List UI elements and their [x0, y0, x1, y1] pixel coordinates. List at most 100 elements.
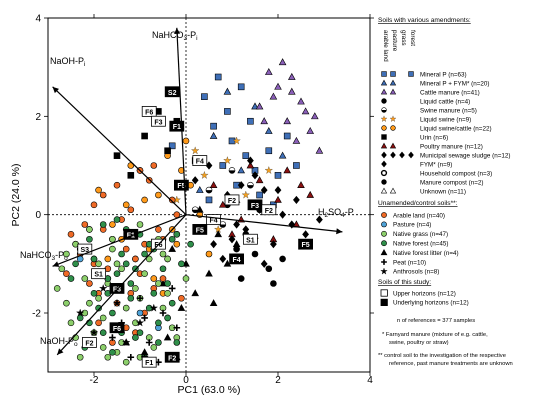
study-point-text: S2	[168, 90, 177, 97]
legend-footnote-fym-line1: * Farnyard manure (mixture of e.g. cattl…	[382, 332, 488, 338]
data-point-s0-19	[293, 162, 300, 169]
data-point-s2-9	[292, 136, 301, 144]
data-point-s2-4	[274, 82, 282, 90]
data-point-s17-5	[155, 319, 162, 327]
data-point-s14-26	[113, 181, 121, 189]
legend-marker-r13c0	[380, 187, 388, 194]
data-point-s17-0	[141, 250, 148, 258]
data-point-s17-17	[173, 339, 181, 346]
data-point-s17-43	[173, 231, 181, 238]
study-point-text: F4	[233, 257, 241, 264]
data-point-s5-7	[191, 146, 200, 155]
legend-title-amendments: Soils with various amendments:	[378, 17, 471, 24]
data-point-s9-3	[219, 254, 227, 263]
y-tick-label-1: 2	[35, 112, 41, 123]
data-point-s17-8	[178, 260, 185, 268]
data-point-s16-1	[99, 314, 107, 322]
data-point-s0-17	[214, 73, 222, 81]
data-point-s16-13	[95, 260, 102, 268]
data-point-s16-39	[63, 250, 70, 258]
data-point-s17-31	[99, 329, 107, 336]
data-point-s2-8	[278, 58, 287, 66]
data-point-s0-11	[256, 191, 263, 199]
study-point-box	[192, 224, 208, 235]
legend-marker-r9c3	[408, 151, 414, 159]
study-point-box	[109, 322, 125, 334]
data-point-s4-3	[191, 206, 199, 214]
data-point-s16-40	[164, 255, 171, 263]
legend-study-rows: Upper horizons (n=12) Underlying horizons…	[380, 289, 469, 307]
legend-n-references: n of references = 377 samples	[397, 318, 475, 324]
loading-vector-arrowhead-0	[174, 27, 181, 34]
data-point-s10-4	[260, 186, 268, 195]
legend-label-amendment-1: Mineral P + FYM* (n=20)	[420, 80, 490, 87]
data-point-s17-41	[118, 250, 125, 258]
data-point-s14-21	[155, 226, 162, 233]
data-point-s13-1	[214, 230, 223, 238]
data-point-s2-1	[297, 97, 305, 105]
legend-label-control-3: Native forest (n=45)	[393, 241, 448, 248]
study-point-box	[298, 238, 314, 250]
data-point-s6-17	[205, 250, 213, 258]
data-point-s8-0	[218, 200, 227, 208]
study-point-text: F1	[145, 360, 153, 367]
study-point-label: F4	[229, 253, 245, 265]
data-point-s6-3	[122, 201, 130, 209]
loading-vector-arrowhead-1	[52, 86, 60, 94]
legend-column-header-1: pasture	[391, 30, 398, 52]
data-point-s20-3	[149, 303, 158, 312]
data-point-s4-4	[228, 167, 236, 174]
data-point-s2-2	[269, 92, 278, 100]
data-point-s5-0	[200, 170, 209, 179]
loading-vector-2	[185, 214, 343, 233]
data-point-s9-10	[293, 195, 300, 204]
study-point-text: F5	[196, 227, 204, 234]
data-point-s19-9	[109, 334, 116, 341]
data-point-s13-0	[195, 205, 204, 213]
legend-footnote-control-line1: ** control soil to the investigation of …	[378, 353, 506, 359]
data-point-s13-2	[168, 245, 177, 252]
data-point-s13-3	[232, 240, 241, 248]
data-point-s10-6	[210, 240, 217, 249]
data-point-s17-34	[122, 260, 130, 268]
data-point-s14-16	[168, 196, 176, 204]
data-point-s9-0	[242, 225, 250, 234]
data-point-s19-6	[127, 353, 135, 361]
data-point-s14-35	[90, 201, 98, 209]
study-point-box	[109, 283, 125, 294]
legend-column-header-0: arable land	[382, 30, 389, 62]
legend-marker-control-4	[380, 248, 388, 256]
legend-label-amendment-13: Unknown (n=11)	[420, 188, 466, 195]
legend-marker-r9c1	[390, 151, 396, 159]
data-point-s1-5	[278, 151, 287, 159]
data-point-s16-45	[113, 260, 121, 268]
study-point-label: F2	[164, 351, 180, 363]
legend-amendment-rows: Mineral P (n=63) Mineral P + FYM* (n=20) C…	[380, 71, 510, 195]
data-point-s14-38	[132, 255, 139, 263]
study-point-box	[141, 106, 157, 117]
data-point-s20-1	[135, 318, 145, 327]
data-point-s1-2	[264, 127, 273, 134]
data-point-s7-0	[141, 132, 148, 140]
legend-label-control-1: Pasture (n=4)	[393, 222, 431, 229]
vector-label-nahco3-pi: NaHCO3-Pi	[152, 30, 198, 42]
data-point-s9-5	[302, 230, 309, 239]
legend-marker-r12c0	[381, 179, 387, 185]
legend-label-amendment-8: Poultry manure (n=12)	[420, 143, 483, 150]
data-point-s10-5	[233, 220, 240, 229]
data-point-s2-11	[310, 112, 319, 120]
data-point-s7-5	[113, 152, 121, 159]
data-point-s8-3	[255, 176, 264, 184]
study-point-text: S1	[94, 272, 103, 279]
study-point-label: F5	[173, 179, 189, 191]
data-point-s13-8	[191, 289, 200, 297]
x-axis-label: PC1 (63.0 %)	[177, 384, 240, 396]
study-point-text: F6	[154, 242, 162, 249]
data-point-s10-8	[251, 171, 259, 180]
legend-label-control-5: Peat (n=10)	[393, 259, 426, 266]
study-point-label: F4	[206, 214, 222, 225]
legend-marker-study-0	[380, 289, 388, 297]
legend-label-control-4: Native forest litter (n=4)	[393, 250, 459, 257]
study-point-label: F1	[141, 356, 157, 368]
